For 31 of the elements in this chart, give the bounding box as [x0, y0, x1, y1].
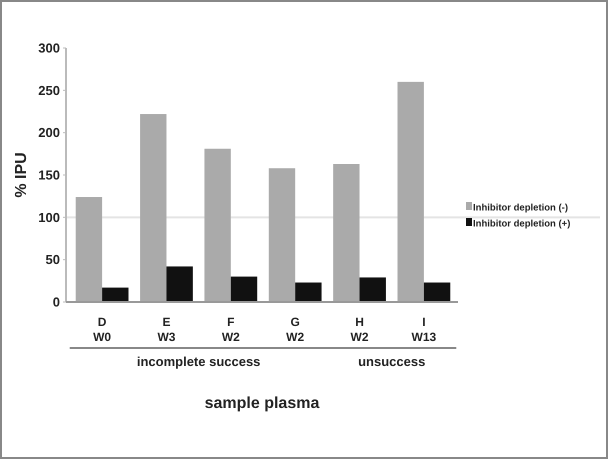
- bar: [76, 197, 102, 302]
- bar: [268, 168, 296, 302]
- x-tick-label: G W2: [286, 315, 305, 344]
- x-tick-label: H W2: [350, 315, 369, 344]
- bar: [333, 164, 360, 302]
- bar: [204, 148, 231, 302]
- x-tick-label: E W3: [157, 315, 176, 344]
- y-axis-title: % IPU: [13, 152, 30, 198]
- x-tick-label: F W2: [222, 315, 240, 344]
- y-tick-label: 100: [38, 210, 60, 225]
- y-tick-label: 150: [38, 168, 60, 183]
- x-axis-title: sample plasma: [204, 395, 320, 412]
- legend-label: Inhibitor depletion (-): [473, 202, 568, 214]
- bar: [230, 276, 258, 302]
- x-tick-label: I W13: [412, 315, 437, 344]
- bar: [140, 114, 166, 302]
- bar: [166, 266, 193, 302]
- legend-label: Inhibitor depletion (+): [473, 218, 570, 230]
- y-tick-label: 300: [38, 40, 60, 56]
- y-tick-label: 250: [38, 82, 60, 98]
- text: unsuccess: [358, 354, 426, 369]
- y-tick-label: 50: [46, 252, 60, 268]
- x-tick-label: D W0: [93, 315, 112, 344]
- bar: [102, 288, 128, 302]
- y-tick-label: 0: [52, 294, 60, 310]
- bar: [424, 282, 450, 302]
- bar: [398, 82, 424, 302]
- bar: [360, 277, 386, 302]
- bar: [295, 282, 322, 302]
- y-tick-label: 200: [38, 125, 60, 140]
- text: incomplete success: [136, 354, 260, 369]
